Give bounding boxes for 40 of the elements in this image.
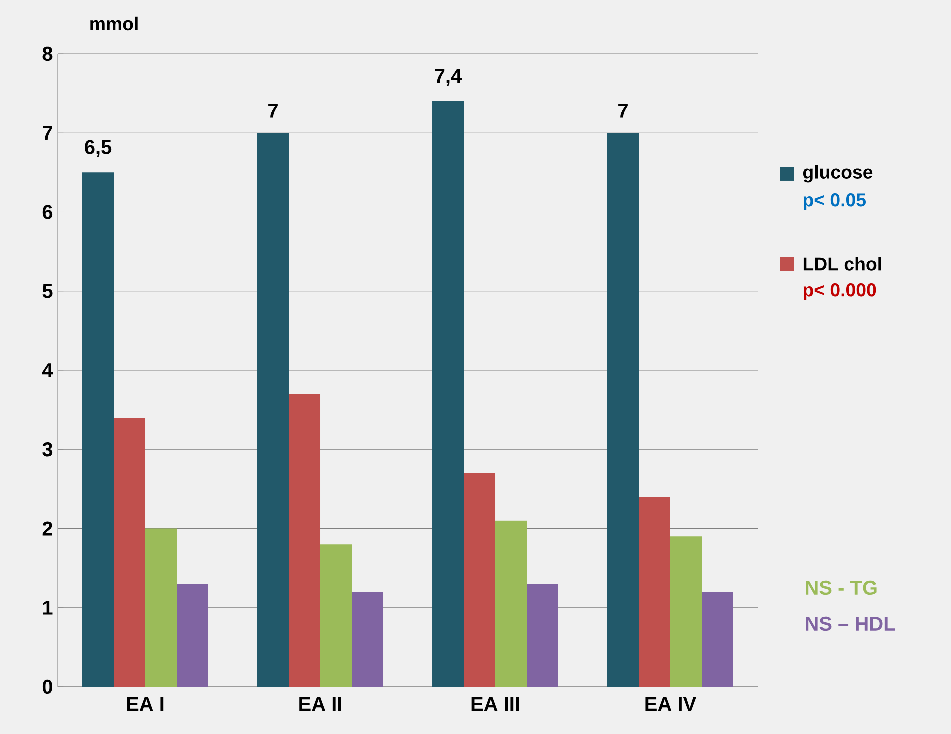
text: NS – HDL	[806, 616, 896, 632]
y-tick-label: 6	[42, 205, 53, 220]
y-tick-label: 0	[42, 680, 52, 694]
y-tick-label: 2	[42, 522, 52, 536]
bar	[464, 473, 496, 687]
bar	[177, 584, 209, 687]
text: NS - TG	[806, 580, 877, 596]
y-tick-label: 7	[43, 126, 52, 140]
y-tick-label: 1	[43, 600, 53, 615]
bar	[432, 101, 464, 687]
bar	[702, 592, 734, 687]
x-tick-label: EA III	[472, 697, 520, 712]
y-axis-title: mmol	[90, 16, 138, 31]
bar	[496, 520, 527, 687]
bar	[289, 394, 321, 687]
bar	[82, 172, 114, 687]
y-tick-label: 8	[42, 46, 53, 62]
bar	[670, 536, 702, 687]
y-tick-label: 3	[42, 442, 53, 457]
x-tick-label: EA IV	[646, 697, 696, 712]
data-label: 7	[268, 104, 278, 118]
bar	[146, 528, 177, 687]
legend-label: glucose	[803, 165, 873, 183]
bar	[352, 592, 384, 687]
data-label: 7	[618, 104, 628, 118]
x-tick-label: EA I	[127, 697, 164, 712]
y-tick-label: 4	[42, 364, 54, 378]
legend-label: LDL chol	[804, 257, 882, 271]
data-label: 6,5	[85, 140, 112, 158]
text: p< 0.000	[804, 284, 876, 300]
text: p< 0.05	[804, 194, 866, 210]
bar	[320, 544, 352, 687]
bar	[608, 133, 639, 687]
data-label: 7,4	[435, 69, 462, 86]
bar	[527, 584, 558, 687]
bar	[114, 418, 146, 687]
y-tick-label: 5	[42, 284, 53, 298]
bar	[258, 133, 289, 687]
x-tick-label: EA II	[300, 697, 342, 712]
bar	[639, 497, 670, 687]
